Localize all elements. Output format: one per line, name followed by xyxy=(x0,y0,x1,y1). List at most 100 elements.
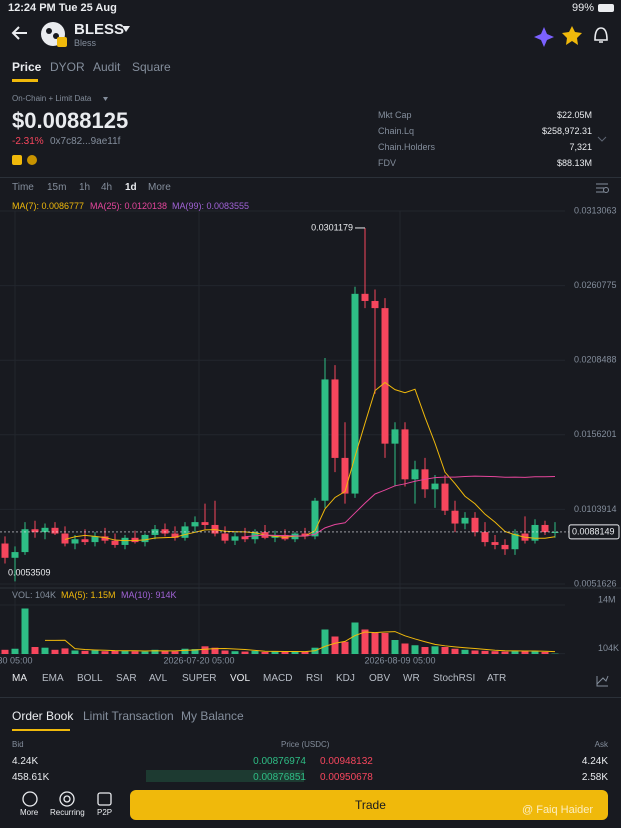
volume-bar xyxy=(481,650,489,654)
p2p-icon[interactable] xyxy=(97,792,112,806)
low-label: 0.0053509 xyxy=(8,568,51,578)
recurring-icon[interactable] xyxy=(63,795,71,803)
trade-button[interactable] xyxy=(130,790,608,820)
indicator[interactable]: BOLL xyxy=(77,673,103,684)
indicator[interactable]: WR xyxy=(403,673,420,684)
candle-body xyxy=(111,540,119,545)
dropdown-arrow[interactable] xyxy=(103,97,108,101)
volume-bar xyxy=(381,633,389,654)
indicator[interactable]: MACD xyxy=(263,673,293,684)
volume-bar xyxy=(91,650,99,654)
tab-underline xyxy=(12,79,38,82)
x-tick-label: 30 05:00 xyxy=(0,655,33,665)
expand-arrow[interactable] xyxy=(597,136,607,142)
volume-bar xyxy=(11,648,19,654)
tab[interactable]: Square xyxy=(132,60,171,74)
timeframe[interactable]: 4h xyxy=(101,182,113,193)
volume-bar xyxy=(51,649,59,654)
indicator[interactable]: KDJ xyxy=(336,673,355,684)
column-header[interactable]: Price (USDC) xyxy=(281,740,330,749)
timeframe[interactable]: 1d xyxy=(125,182,137,193)
watermark: @ Faiq Haider xyxy=(522,804,594,816)
recurring-icon[interactable] xyxy=(59,791,75,807)
order-tab[interactable]: My Balance xyxy=(181,709,244,723)
tab[interactable]: DYOR xyxy=(50,60,85,74)
volume-bar xyxy=(171,651,179,654)
volume-bar xyxy=(421,647,429,654)
candle-body xyxy=(451,510,459,524)
candle-body xyxy=(11,552,19,558)
candle-body xyxy=(141,534,149,543)
timeframe[interactable]: 15m xyxy=(47,182,67,193)
candle-body xyxy=(101,536,109,541)
stat-label: FDV xyxy=(378,158,396,168)
dropdown-arrow[interactable] xyxy=(122,26,130,32)
nav-label[interactable]: More xyxy=(20,808,39,817)
candle-body xyxy=(81,539,89,543)
ma-line xyxy=(64,381,556,542)
y-tick-label: 0.0103914 xyxy=(574,504,617,514)
indicator[interactable]: RSI xyxy=(306,673,323,684)
contract-address[interactable]: 0x7c82...9ae11f xyxy=(50,136,121,147)
order-tab[interactable]: Order Book xyxy=(12,709,74,723)
timeframe[interactable]: 1h xyxy=(79,182,91,193)
indicator[interactable]: AVL xyxy=(149,673,168,684)
ma-legend: MA(7): 0.0086777 xyxy=(12,201,85,211)
volume-bar xyxy=(31,647,39,654)
indicator[interactable]: ATR xyxy=(487,673,507,684)
ma-line xyxy=(244,475,556,538)
timeframe[interactable]: Time xyxy=(12,182,34,193)
candle-body xyxy=(51,527,59,534)
volume-bar xyxy=(221,650,229,654)
volume-bar xyxy=(141,651,149,654)
more-icon[interactable] xyxy=(22,791,38,807)
indicator[interactable]: MA xyxy=(12,673,27,684)
indicator[interactable]: EMA xyxy=(42,673,64,684)
favorite-icon[interactable] xyxy=(562,26,582,45)
indicator[interactable]: StochRSI xyxy=(433,673,476,684)
candle-body xyxy=(71,539,79,544)
indicator-settings[interactable] xyxy=(596,675,609,687)
volume-bar xyxy=(181,648,189,654)
bid-size: 458.61K xyxy=(12,772,50,783)
data-source[interactable]: On-Chain + Limit Data xyxy=(12,94,92,103)
price: $0.0088125 xyxy=(12,108,129,133)
volume-bar xyxy=(251,650,259,654)
volume-bar xyxy=(541,651,549,654)
candle-body xyxy=(511,533,519,550)
ma-legend: MA(99): 0.0083555 xyxy=(172,201,250,211)
volume-bar xyxy=(281,651,289,654)
volume-bar xyxy=(271,651,279,654)
candle-body xyxy=(241,536,249,540)
ai-icon[interactable] xyxy=(534,27,554,47)
stat-value: $88.13M xyxy=(556,158,592,168)
volume-bar xyxy=(471,650,479,654)
candle-body xyxy=(91,536,99,543)
chart-settings[interactable] xyxy=(596,183,608,193)
volume-bar xyxy=(441,647,449,654)
y-tick-label: 0.0208488 xyxy=(574,355,617,365)
x-tick-label: 2026-07-20 05:00 xyxy=(163,655,234,665)
ask-size: 2.58K xyxy=(581,772,608,783)
order-tab[interactable]: Limit Transaction xyxy=(83,709,174,723)
tab[interactable]: Audit xyxy=(93,60,121,74)
tab[interactable]: Price xyxy=(12,60,42,74)
volume-bar xyxy=(301,651,309,654)
timeframe[interactable]: More xyxy=(148,182,171,193)
chart-settings[interactable] xyxy=(603,187,609,193)
volume-bar xyxy=(121,650,129,654)
trade-label[interactable]: Trade xyxy=(355,798,386,812)
status-time: 12:24 PM Tue 25 Aug xyxy=(8,2,117,14)
volume-bar xyxy=(211,647,219,654)
indicator[interactable]: SUPER xyxy=(182,673,217,684)
indicator[interactable]: VOL xyxy=(230,673,251,684)
alert-icon[interactable] xyxy=(594,27,608,43)
indicator[interactable]: OBV xyxy=(369,673,391,684)
volume-bar xyxy=(231,651,239,654)
nav-label[interactable]: P2P xyxy=(97,808,113,817)
volume-ma-line xyxy=(45,631,556,653)
back-button[interactable] xyxy=(11,26,27,40)
indicator[interactable]: SAR xyxy=(116,673,137,684)
current-price-box xyxy=(568,524,620,540)
nav-label[interactable]: Recurring xyxy=(50,808,85,817)
